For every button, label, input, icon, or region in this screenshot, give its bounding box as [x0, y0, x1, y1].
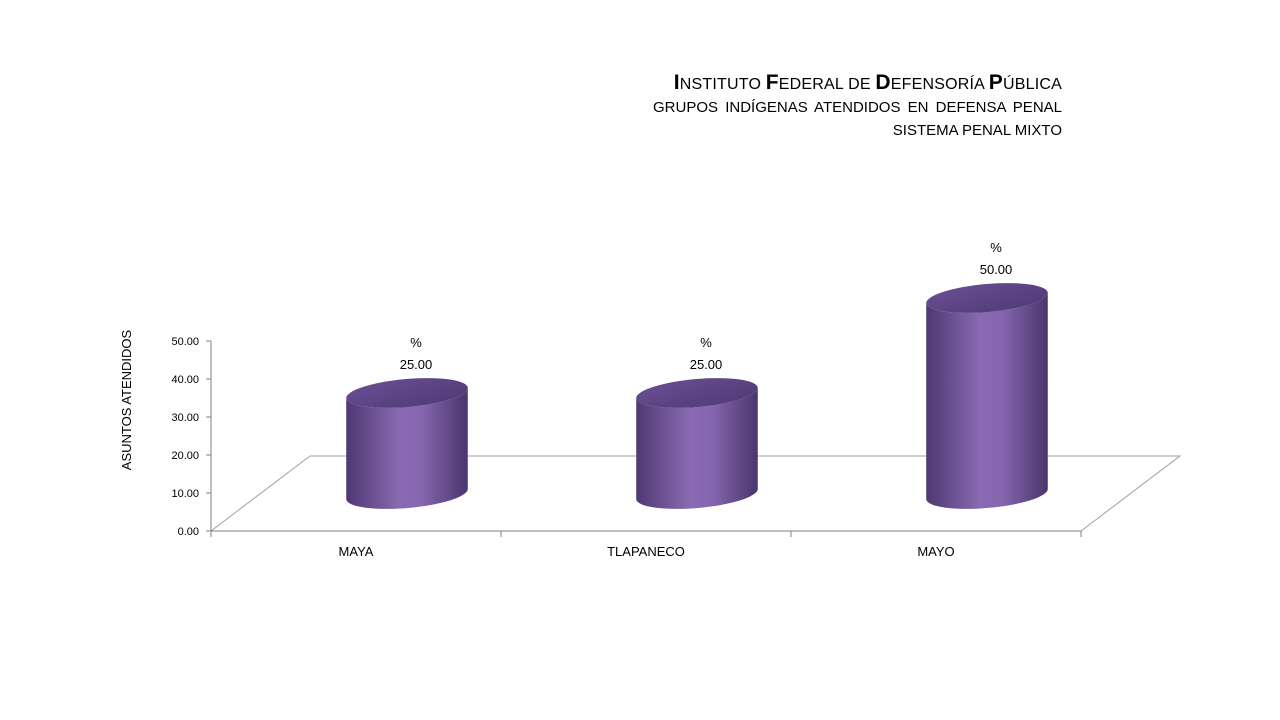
title-word-2: FEDERAL DE: [765, 71, 871, 94]
bar: [926, 283, 1048, 509]
y-tick-label: 50.00: [171, 336, 199, 348]
data-label-unit: %: [700, 335, 712, 350]
data-label-unit: %: [990, 240, 1002, 255]
bar: [346, 378, 468, 509]
chart-subtitle-2: SISTEMA PENAL MIXTO: [892, 122, 1062, 139]
bar-top: [926, 283, 1048, 313]
chart-title-block: INSTITUTO FEDERAL DE DEFENSORÍA PÚBLICA …: [653, 72, 1062, 142]
data-label-value: 50.00: [980, 262, 1013, 277]
data-label-unit: %: [410, 335, 422, 350]
bar-body: [926, 292, 1048, 509]
y-tick-label: 20.00: [171, 450, 199, 462]
chart-subtitle: GRUPOS INDÍGENAS ATENDIDOS EN DEFENSA PE…: [653, 99, 1062, 116]
x-tick-label: MAYO: [917, 544, 954, 559]
bars: [346, 283, 1048, 509]
x-axis: MAYA TLAPANECO MAYO: [210, 531, 1082, 559]
title-word-1: INSTITUTO: [673, 71, 762, 94]
data-label-value: 25.00: [400, 357, 433, 372]
bar: [636, 378, 758, 509]
title-word-4: PÚBLICA: [988, 71, 1062, 94]
y-axis: 0.00 10.00 20.00 30.00 40.00 50.00: [171, 336, 212, 538]
bar-top: [346, 378, 468, 408]
y-tick-label: 30.00: [171, 412, 199, 424]
y-axis-label: ASUNTOS ATENDIDOS: [119, 329, 134, 470]
y-tick-label: 40.00: [171, 374, 199, 386]
x-tick-label: TLAPANECO: [607, 544, 685, 559]
x-tick-label: MAYA: [339, 544, 374, 559]
bar-body: [636, 387, 758, 509]
bar-body: [346, 387, 468, 509]
bar-top: [636, 378, 758, 408]
title-word-3: DEFENSORÍA: [875, 71, 985, 94]
data-labels: % 25.00% 25.00% 50.00: [400, 240, 1013, 372]
y-tick-label: 10.00: [171, 488, 199, 500]
chart-title: INSTITUTO FEDERAL DE DEFENSORÍA PÚBLICA: [653, 72, 1062, 96]
y-tick-label: 0.00: [178, 526, 199, 538]
data-label-value: 25.00: [690, 357, 723, 372]
